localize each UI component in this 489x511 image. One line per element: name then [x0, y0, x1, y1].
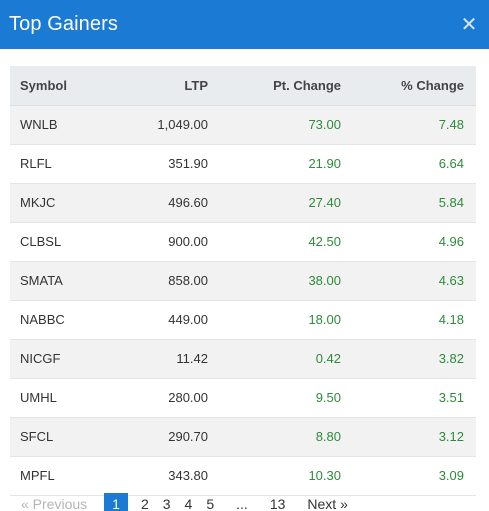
- page-link-3[interactable]: 3: [162, 496, 171, 511]
- cell-pct-change: 4.18: [341, 300, 476, 340]
- page-link-2[interactable]: 2: [140, 496, 149, 511]
- cell-pct-change: 3.51: [341, 378, 476, 418]
- cell-ltp: 11.42: [120, 339, 208, 379]
- pagination-ellipsis: ...: [236, 496, 248, 511]
- page-link-4[interactable]: 4: [184, 496, 193, 511]
- cell-symbol[interactable]: MKJC: [10, 183, 120, 223]
- cell-pct-change: 4.96: [341, 222, 476, 262]
- cell-symbol[interactable]: UMHL: [10, 378, 120, 418]
- column-header-pct-change[interactable]: % Change: [341, 66, 476, 106]
- cell-pct-change: 7.48: [341, 105, 476, 145]
- cell-ltp: 858.00: [120, 261, 208, 301]
- cell-symbol[interactable]: RLFL: [10, 144, 120, 184]
- table-row[interactable]: WNLB 1,049.00 73.00 7.48: [10, 105, 476, 145]
- gainers-table: Symbol LTP Pt. Change % Change WNLB 1,049…: [10, 66, 476, 496]
- cell-ltp: 351.90: [120, 144, 208, 184]
- table-row[interactable]: SMATA 858.00 38.00 4.63: [10, 261, 476, 301]
- table-row[interactable]: NABBC 449.00 18.00 4.18: [10, 300, 476, 340]
- table-row[interactable]: CLBSL 900.00 42.50 4.96: [10, 222, 476, 262]
- pagination: « Previous 1 2 3 4 5 ... 13 Next »: [14, 493, 355, 511]
- cell-pct-change: 5.84: [341, 183, 476, 223]
- table-row[interactable]: SFCL 290.70 8.80 3.12: [10, 417, 476, 457]
- table-row[interactable]: UMHL 280.00 9.50 3.51: [10, 378, 476, 418]
- table-header-row: Symbol LTP Pt. Change % Change: [10, 66, 476, 106]
- cell-ltp: 1,049.00: [120, 105, 208, 145]
- cell-symbol[interactable]: SFCL: [10, 417, 120, 457]
- column-header-ltp[interactable]: LTP: [120, 66, 208, 106]
- cell-pct-change: 3.09: [341, 456, 476, 496]
- cell-symbol[interactable]: NABBC: [10, 300, 120, 340]
- table-row[interactable]: NICGF 11.42 0.42 3.82: [10, 339, 476, 379]
- cell-ltp: 343.80: [120, 456, 208, 496]
- cell-pt-change: 27.40: [208, 183, 341, 223]
- modal-title: Top Gainers: [9, 13, 118, 35]
- cell-pct-change: 3.12: [341, 417, 476, 457]
- cell-pt-change: 73.00: [208, 105, 341, 145]
- cell-pct-change: 3.82: [341, 339, 476, 379]
- table-row[interactable]: RLFL 351.90 21.90 6.64: [10, 144, 476, 184]
- column-header-symbol[interactable]: Symbol: [10, 66, 120, 106]
- cell-pt-change: 0.42: [208, 339, 341, 379]
- cell-ltp: 900.00: [120, 222, 208, 262]
- cell-pt-change: 18.00: [208, 300, 341, 340]
- cell-pt-change: 9.50: [208, 378, 341, 418]
- cell-pt-change: 42.50: [208, 222, 341, 262]
- column-header-pt-change[interactable]: Pt. Change: [208, 66, 341, 106]
- cell-pt-change: 10.30: [208, 456, 341, 496]
- cell-pt-change: 8.80: [208, 417, 341, 457]
- cell-symbol[interactable]: MPFL: [10, 456, 120, 496]
- cell-pt-change: 38.00: [208, 261, 341, 301]
- page-link-5[interactable]: 5: [206, 496, 215, 511]
- cell-pct-change: 4.63: [341, 261, 476, 301]
- cell-symbol[interactable]: SMATA: [10, 261, 120, 301]
- cell-ltp: 290.70: [120, 417, 208, 457]
- page-link-13[interactable]: 13: [269, 496, 286, 511]
- close-icon[interactable]: ✕: [460, 13, 478, 36]
- page-link-1[interactable]: 1: [104, 493, 128, 511]
- cell-symbol[interactable]: NICGF: [10, 339, 120, 379]
- cell-symbol[interactable]: WNLB: [10, 105, 120, 145]
- gainers-table-wrap: Symbol LTP Pt. Change % Change WNLB 1,049…: [10, 66, 476, 496]
- cell-pct-change: 6.64: [341, 144, 476, 184]
- cell-symbol[interactable]: CLBSL: [10, 222, 120, 262]
- cell-ltp: 280.00: [120, 378, 208, 418]
- table-row[interactable]: MKJC 496.60 27.40 5.84: [10, 183, 476, 223]
- next-page-link[interactable]: Next »: [307, 496, 348, 511]
- cell-ltp: 496.60: [120, 183, 208, 223]
- cell-ltp: 449.00: [120, 300, 208, 340]
- cell-pt-change: 21.90: [208, 144, 341, 184]
- modal-header: Top Gainers ✕: [0, 0, 489, 49]
- previous-page-link[interactable]: « Previous: [21, 496, 88, 511]
- table-row[interactable]: MPFL 343.80 10.30 3.09: [10, 456, 476, 496]
